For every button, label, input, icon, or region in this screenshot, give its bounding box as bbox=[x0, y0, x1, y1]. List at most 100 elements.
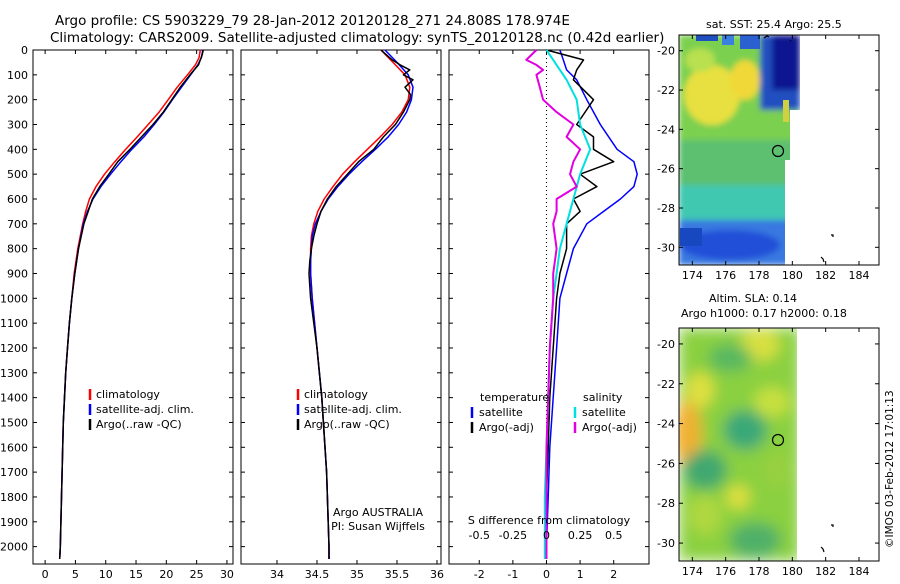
sst-map-xtick-label: 184 bbox=[849, 269, 870, 282]
sst-map-xtick-label: 182 bbox=[815, 269, 836, 282]
depth-tick-label: 800 bbox=[7, 243, 28, 256]
secondary-tick-label: 0 bbox=[543, 529, 550, 542]
depth-tick-label: 1900 bbox=[0, 516, 28, 529]
temperature-xtick-label: 25 bbox=[190, 568, 204, 580]
secondary-xlabel: S difference from climatology bbox=[468, 514, 631, 527]
depth-tick-label: 1300 bbox=[0, 367, 28, 380]
sst-map-ytick-label: -30 bbox=[657, 241, 675, 254]
depth-tick-label: 2000 bbox=[0, 541, 28, 554]
sla-map-xtick-label: 184 bbox=[849, 565, 870, 578]
temperature-xtick-label: 15 bbox=[129, 568, 143, 580]
depth-tick-label: 1600 bbox=[0, 441, 28, 454]
sst-map-ytick-label: -22 bbox=[657, 84, 675, 97]
difference-series-line-1 bbox=[545, 49, 638, 559]
sla-map-title: Altim. SLA: 0.14 bbox=[709, 292, 797, 305]
sst-map-ytick-label: -24 bbox=[657, 123, 675, 136]
temperature-series-line-2 bbox=[58, 49, 204, 560]
salinity-panel: 3434.53535.536salinityclimatologysatelli… bbox=[240, 49, 444, 584]
temperature-xtick-label: 20 bbox=[159, 568, 173, 580]
sst-coastline-islands bbox=[763, 35, 834, 263]
depth-tick-label: 100 bbox=[7, 69, 28, 82]
difference-legend-label: Argo(-adj) bbox=[582, 421, 637, 434]
salinity-xtick-label: 36 bbox=[430, 568, 444, 580]
temperature-xtick-label: 5 bbox=[72, 568, 79, 580]
salinity-xtick-label: 34.5 bbox=[305, 568, 330, 580]
sla-map-ytick-label: -28 bbox=[657, 497, 675, 510]
sst-map-frame: 174 176 178 180 182 184 -20 -22 -24 -26 -28 -30 bbox=[657, 34, 880, 282]
sla-coastline-islands bbox=[820, 524, 834, 553]
legend-header-salinity: salinity bbox=[583, 391, 623, 404]
depth-tick-label: 0 bbox=[21, 44, 28, 57]
sst-argo-marker bbox=[771, 144, 785, 158]
salinity-legend-label: satellite-adj. clim. bbox=[304, 403, 402, 416]
salinity-legend-label: Argo(..raw -QC) bbox=[304, 418, 390, 431]
secondary-tick-label: -0.25 bbox=[499, 529, 527, 542]
sla-map-ytick-label: -30 bbox=[657, 537, 675, 550]
depth-tick-label: 700 bbox=[7, 218, 28, 231]
depth-tick-label: 400 bbox=[7, 143, 28, 156]
sst-heatmap bbox=[679, 35, 800, 265]
legend-header-temperature: temperature bbox=[480, 391, 549, 404]
difference-xtick-label: 2 bbox=[610, 568, 617, 580]
salinity-xtick-label: 35 bbox=[350, 568, 364, 580]
sla-argo-marker bbox=[771, 433, 785, 447]
temperature-frame bbox=[32, 49, 234, 565]
sla-map-ytick-label: -20 bbox=[657, 338, 675, 351]
temperature-legend-label: Argo(..raw -QC) bbox=[96, 418, 182, 431]
temperature-xtick-label: 0 bbox=[42, 568, 49, 580]
difference-xtick-label: 1 bbox=[577, 568, 584, 580]
secondary-tick-label: 0.5 bbox=[605, 529, 623, 542]
difference-legend-label: satellite bbox=[479, 406, 523, 419]
depth-tick-label: 900 bbox=[7, 267, 28, 280]
difference-xtick-label: 0 bbox=[543, 568, 550, 580]
salinity-frame bbox=[240, 49, 442, 565]
depth-tick-label: 1700 bbox=[0, 466, 28, 479]
sla-map-ytick-label: -26 bbox=[657, 457, 675, 470]
depth-tick-label: 1100 bbox=[0, 317, 28, 330]
depth-tick-label: 300 bbox=[7, 118, 28, 131]
temperature-panel: 0100200300400500600700800900100011001200… bbox=[0, 44, 234, 584]
sla-map-border bbox=[678, 327, 880, 562]
salinity-series-line-2 bbox=[309, 49, 414, 559]
depth-tick-label: 1500 bbox=[0, 416, 28, 429]
sst-map-ytick-label: -28 bbox=[657, 202, 675, 215]
temperature-legend-label: satellite-adj. clim. bbox=[96, 403, 194, 416]
sla-heatmap bbox=[679, 328, 800, 561]
sst-map-ytick-label: -26 bbox=[657, 163, 675, 176]
difference-series-line-4 bbox=[525, 49, 582, 559]
difference-legend-label: Argo(-adj) bbox=[479, 421, 534, 434]
temperature-series-line-3 bbox=[58, 49, 205, 560]
difference-xtick-label: -2 bbox=[474, 568, 485, 580]
sst-map-ytick-label: -20 bbox=[657, 45, 675, 58]
depth-tick-label: 200 bbox=[7, 94, 28, 107]
secondary-tick-label: 0.25 bbox=[568, 529, 593, 542]
header-line-2: Climatology: CARS2009. Satellite-adjuste… bbox=[50, 30, 664, 46]
depth-tick-label: 1400 bbox=[0, 392, 28, 405]
sla-map-xtick-label: 176 bbox=[715, 565, 736, 578]
sla-map-xtick-label: 178 bbox=[749, 565, 770, 578]
depth-tick-label: 1800 bbox=[0, 491, 28, 504]
depth-tick-label: 1200 bbox=[0, 342, 28, 355]
sla-map-frame: 174 176 178 180 182 184 -20 -22 -24 -26 -28 -30 bbox=[657, 327, 880, 578]
difference-legend-label: satellite bbox=[582, 406, 626, 419]
difference-series-line-3 bbox=[543, 49, 592, 559]
sla-map-xtick-label: 180 bbox=[782, 565, 803, 578]
depth-tick-label: 600 bbox=[7, 193, 28, 206]
annotation-line: PI: Susan Wijffels bbox=[331, 520, 425, 533]
sla-map-ytick-label: -24 bbox=[657, 418, 675, 431]
salinity-xtick-label: 35.5 bbox=[385, 568, 410, 580]
sla-map-ytick-label: -22 bbox=[657, 378, 675, 391]
difference-xtick-label: -1 bbox=[507, 568, 518, 580]
sla-map-xtick-label: 182 bbox=[815, 565, 836, 578]
salinity-legend-label: climatology bbox=[304, 388, 368, 401]
difference-panel: -2-1012T difference from climatologytemp… bbox=[448, 49, 650, 584]
sla-map-subtitle: Argo h1000: 0.17 h2000: 0.18 bbox=[681, 307, 847, 320]
sst-map-xtick-label: 180 bbox=[782, 269, 803, 282]
annotation-line: Argo AUSTRALIA bbox=[333, 506, 423, 519]
sla-map: Altim. SLA: 0.14 Argo h1000: 0.17 h2000:… bbox=[657, 292, 880, 578]
sst-map-xtick-label: 176 bbox=[715, 269, 736, 282]
credit-text: ©IMOS 03-Feb-2012 17:01:13 bbox=[884, 390, 896, 548]
secondary-tick-label: -0.5 bbox=[469, 529, 490, 542]
